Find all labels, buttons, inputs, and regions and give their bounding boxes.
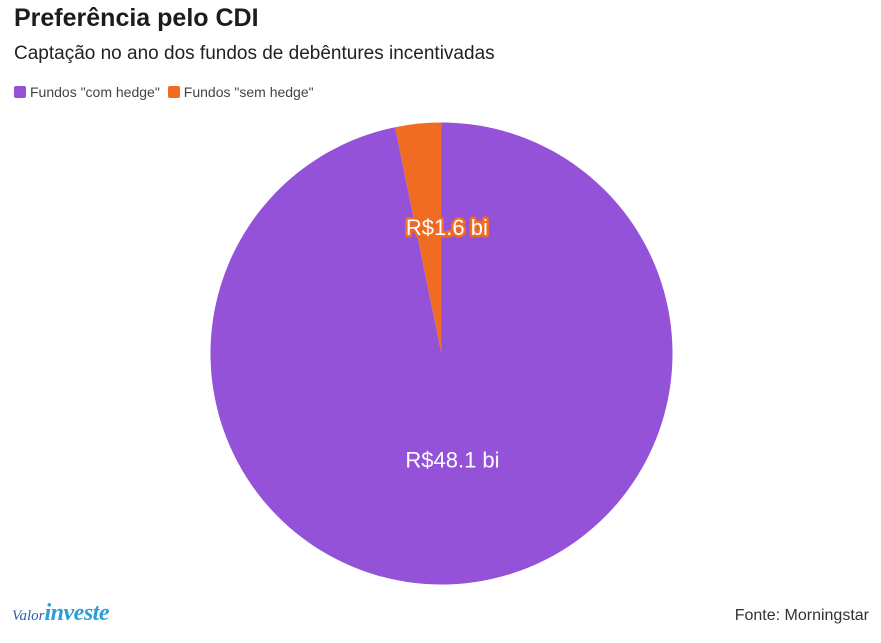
legend-item-com-hedge[interactable]: Fundos "com hedge" — [14, 84, 160, 100]
legend-label-com-hedge: Fundos "com hedge" — [30, 84, 160, 100]
chart-title: Preferência pelo CDI — [14, 4, 259, 32]
legend-swatch-com-hedge — [14, 86, 26, 98]
logo-valor-text: Valor — [12, 608, 45, 624]
pie-label-sem-hedge: R$1.6 bi — [406, 215, 488, 240]
pie-label-com-hedge: R$48.1 bi — [405, 447, 499, 472]
pie-slice-com-hedge[interactable] — [210, 122, 673, 585]
chart-legend: Fundos "com hedge" Fundos "sem hedge" — [14, 84, 322, 100]
legend-swatch-sem-hedge — [167, 86, 180, 98]
legend-label-sem-hedge: Fundos "sem hedge" — [183, 84, 314, 100]
pie-slices — [210, 122, 673, 585]
legend-item-sem-hedge[interactable]: Fundos "sem hedge" — [167, 84, 314, 100]
logo-investe-text: investe — [44, 600, 110, 626]
source-note: Fonte: Morningstar — [734, 607, 869, 624]
pie-slice-sem-hedge[interactable] — [395, 122, 442, 354]
valor-investe-logo: Valor investe — [12, 600, 110, 627]
chart-subtitle: Captação no ano dos fundos de debêntures… — [14, 43, 495, 64]
pie-labels: R$48.1 bi R$1.6 bi — [403, 213, 499, 473]
